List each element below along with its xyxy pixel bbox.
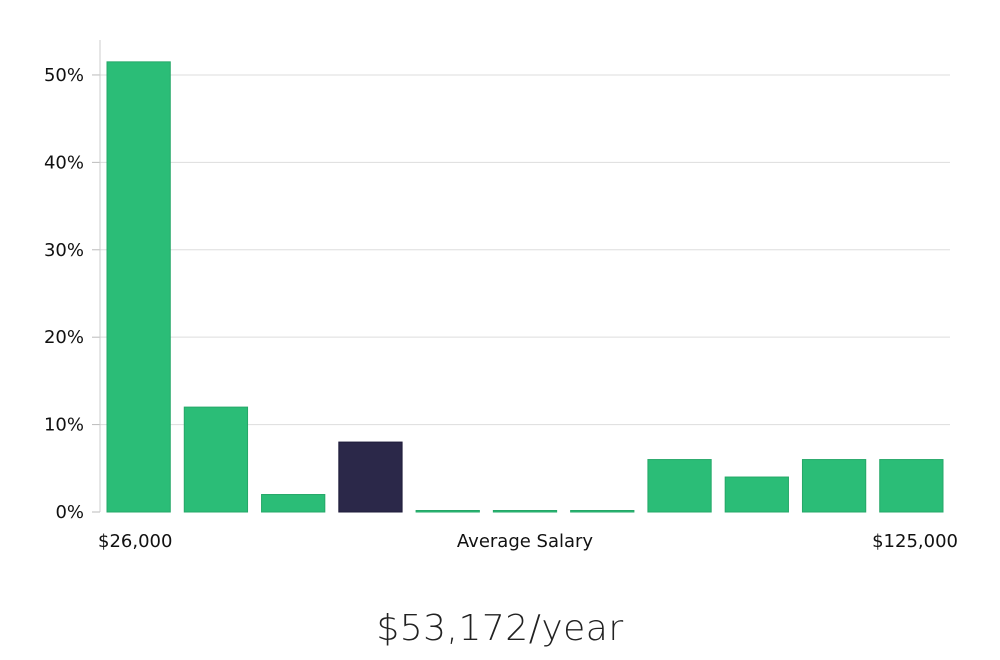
y-tick-label: 10% <box>44 415 84 436</box>
bar <box>801 459 867 513</box>
gridlines <box>100 74 950 426</box>
bar <box>106 61 171 513</box>
bars <box>106 61 944 513</box>
bar <box>879 459 944 513</box>
y-tick-label: 30% <box>44 240 84 261</box>
y-tick-label: 50% <box>44 65 84 86</box>
bar <box>261 494 326 513</box>
bar <box>415 510 480 513</box>
x-min-label: $26,000 <box>98 531 172 552</box>
y-tick-label: 20% <box>44 327 84 348</box>
bar-highlighted <box>338 441 403 513</box>
x-axis-title: Average Salary <box>457 531 594 552</box>
y-tick-label: 0% <box>55 502 84 523</box>
salary-histogram-chart: 0% 10% 20% 30% 40% 50% $26,000 Average Salary… <box>44 40 958 552</box>
bar <box>570 510 635 513</box>
y-tick-label: 40% <box>44 152 84 173</box>
y-axis-ticks: 0% 10% 20% 30% 40% 50% <box>44 65 100 523</box>
x-max-label: $125,000 <box>872 531 958 552</box>
bar <box>724 476 789 513</box>
bar <box>183 406 249 513</box>
bar <box>492 510 558 513</box>
bar <box>647 459 712 513</box>
average-salary-value: $53,172/year <box>376 608 624 649</box>
